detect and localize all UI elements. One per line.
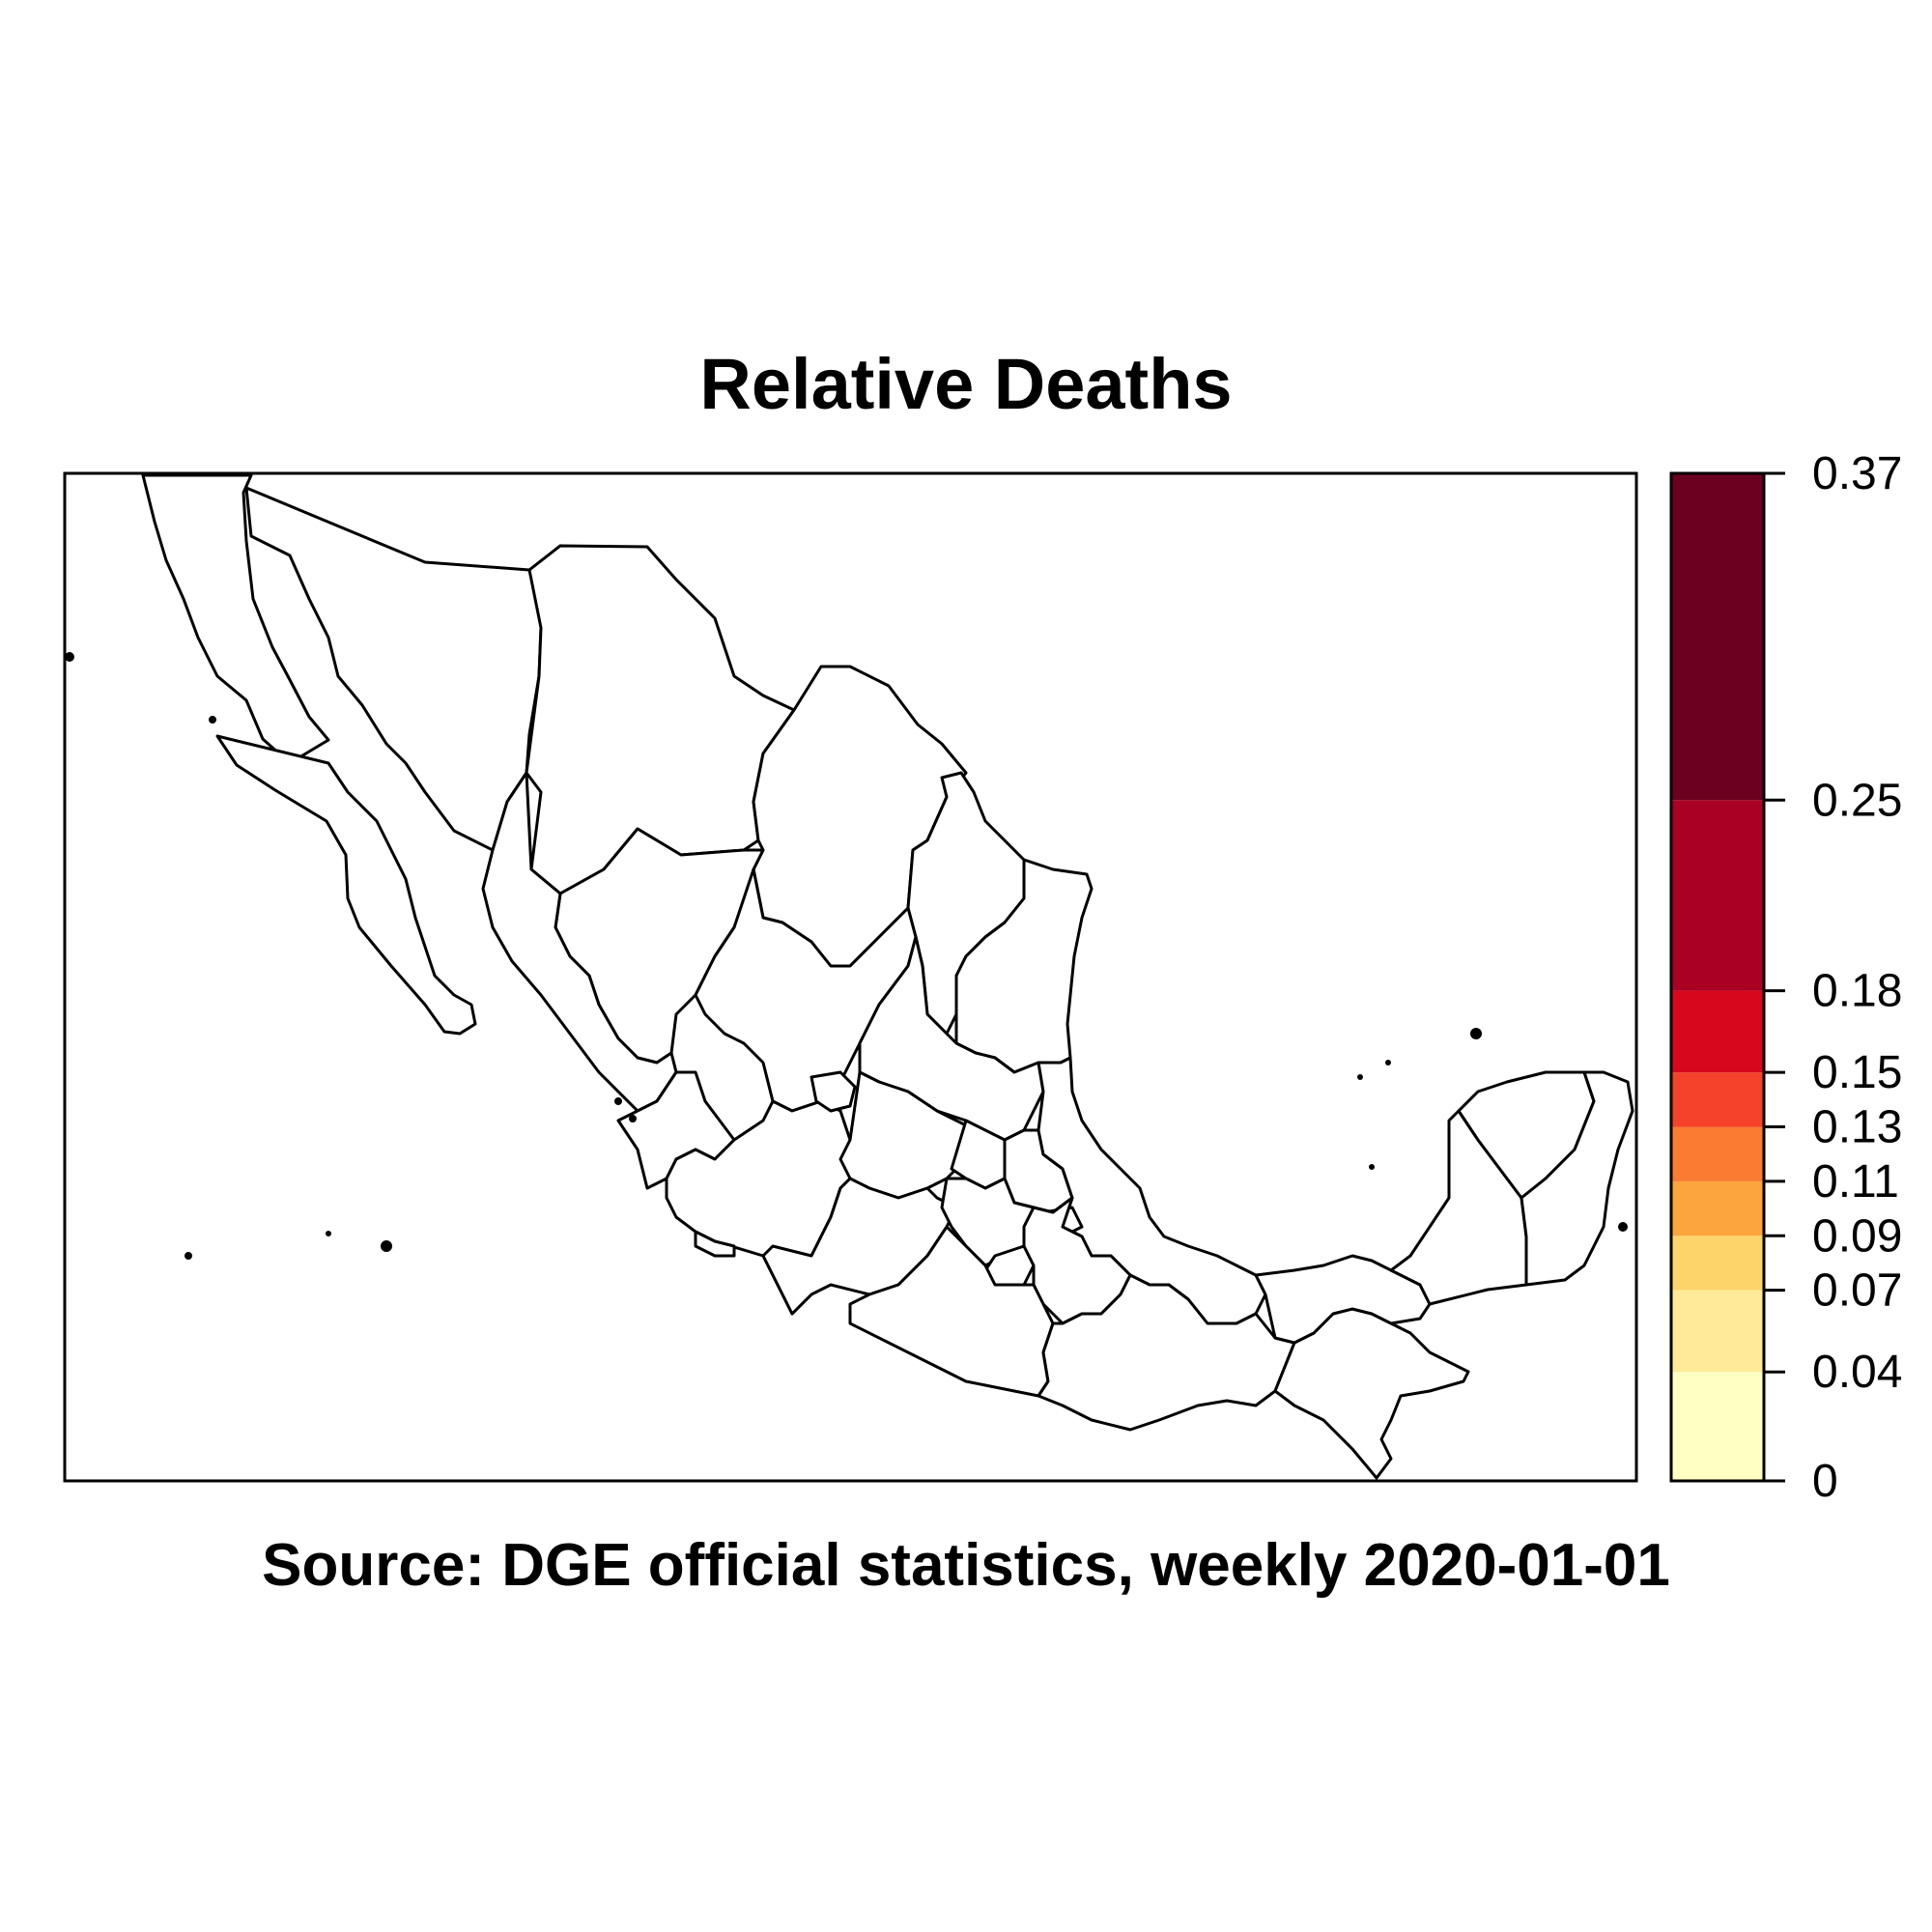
quintana-roo-region: [1520, 1070, 1634, 1287]
legend-tick-label: 0.25: [1812, 775, 1902, 826]
legend-color-band: [1671, 800, 1764, 991]
legend-tick-label: 0.18: [1812, 966, 1902, 1017]
tabasco-region: [1254, 1254, 1432, 1345]
map-title: Relative Deaths: [699, 344, 1233, 424]
color-legend: 0 0.04 0.070.090.110.130.15 0.18 0.25 0.37: [1669, 448, 1902, 1507]
oaxaca-region: [1037, 1273, 1296, 1432]
legend-color-band: [1671, 1180, 1764, 1236]
baja-california-sur-region: [215, 734, 477, 1036]
legend-color-band: [1671, 1372, 1764, 1481]
san-luis-potosi-region: [858, 935, 1045, 1142]
legend-tick-label: 0.09: [1812, 1210, 1902, 1262]
colima-region: [694, 1230, 736, 1258]
legend-color-band: [1671, 1072, 1764, 1127]
legend-tick-label: 0: [1812, 1456, 1838, 1507]
islands: [65, 652, 1628, 1260]
chihuahua-region: [525, 544, 796, 895]
map-frame: [63, 471, 1638, 1483]
legend-tick-label: 0.07: [1812, 1265, 1902, 1317]
legend-color-band: [1671, 1126, 1764, 1181]
legend-color-band: [1671, 1236, 1764, 1291]
michoacan-region: [761, 1177, 958, 1316]
legend-color-band: [1671, 990, 1764, 1073]
legend-color-band: [1671, 1290, 1764, 1373]
aguascalientes-region: [810, 1070, 857, 1113]
sinaloa-region: [481, 771, 678, 1113]
mexico-map-outline: [141, 473, 1634, 1480]
legend-color-band: [1671, 473, 1764, 801]
legend-tick-label: 0.37: [1812, 448, 1902, 499]
guerrero-region: [848, 1225, 1055, 1398]
legend-tick-label: 0.13: [1812, 1102, 1902, 1153]
legend-frame: [1669, 471, 1766, 1483]
legend-tick-label: 0.15: [1812, 1047, 1902, 1098]
legend-tick-label: 0.04: [1812, 1347, 1902, 1398]
legend-tick-label: 0.11: [1812, 1156, 1899, 1208]
map-source-caption: Source: DGE official statistics, weekly …: [262, 1532, 1670, 1599]
baja-california-region: [141, 473, 330, 765]
